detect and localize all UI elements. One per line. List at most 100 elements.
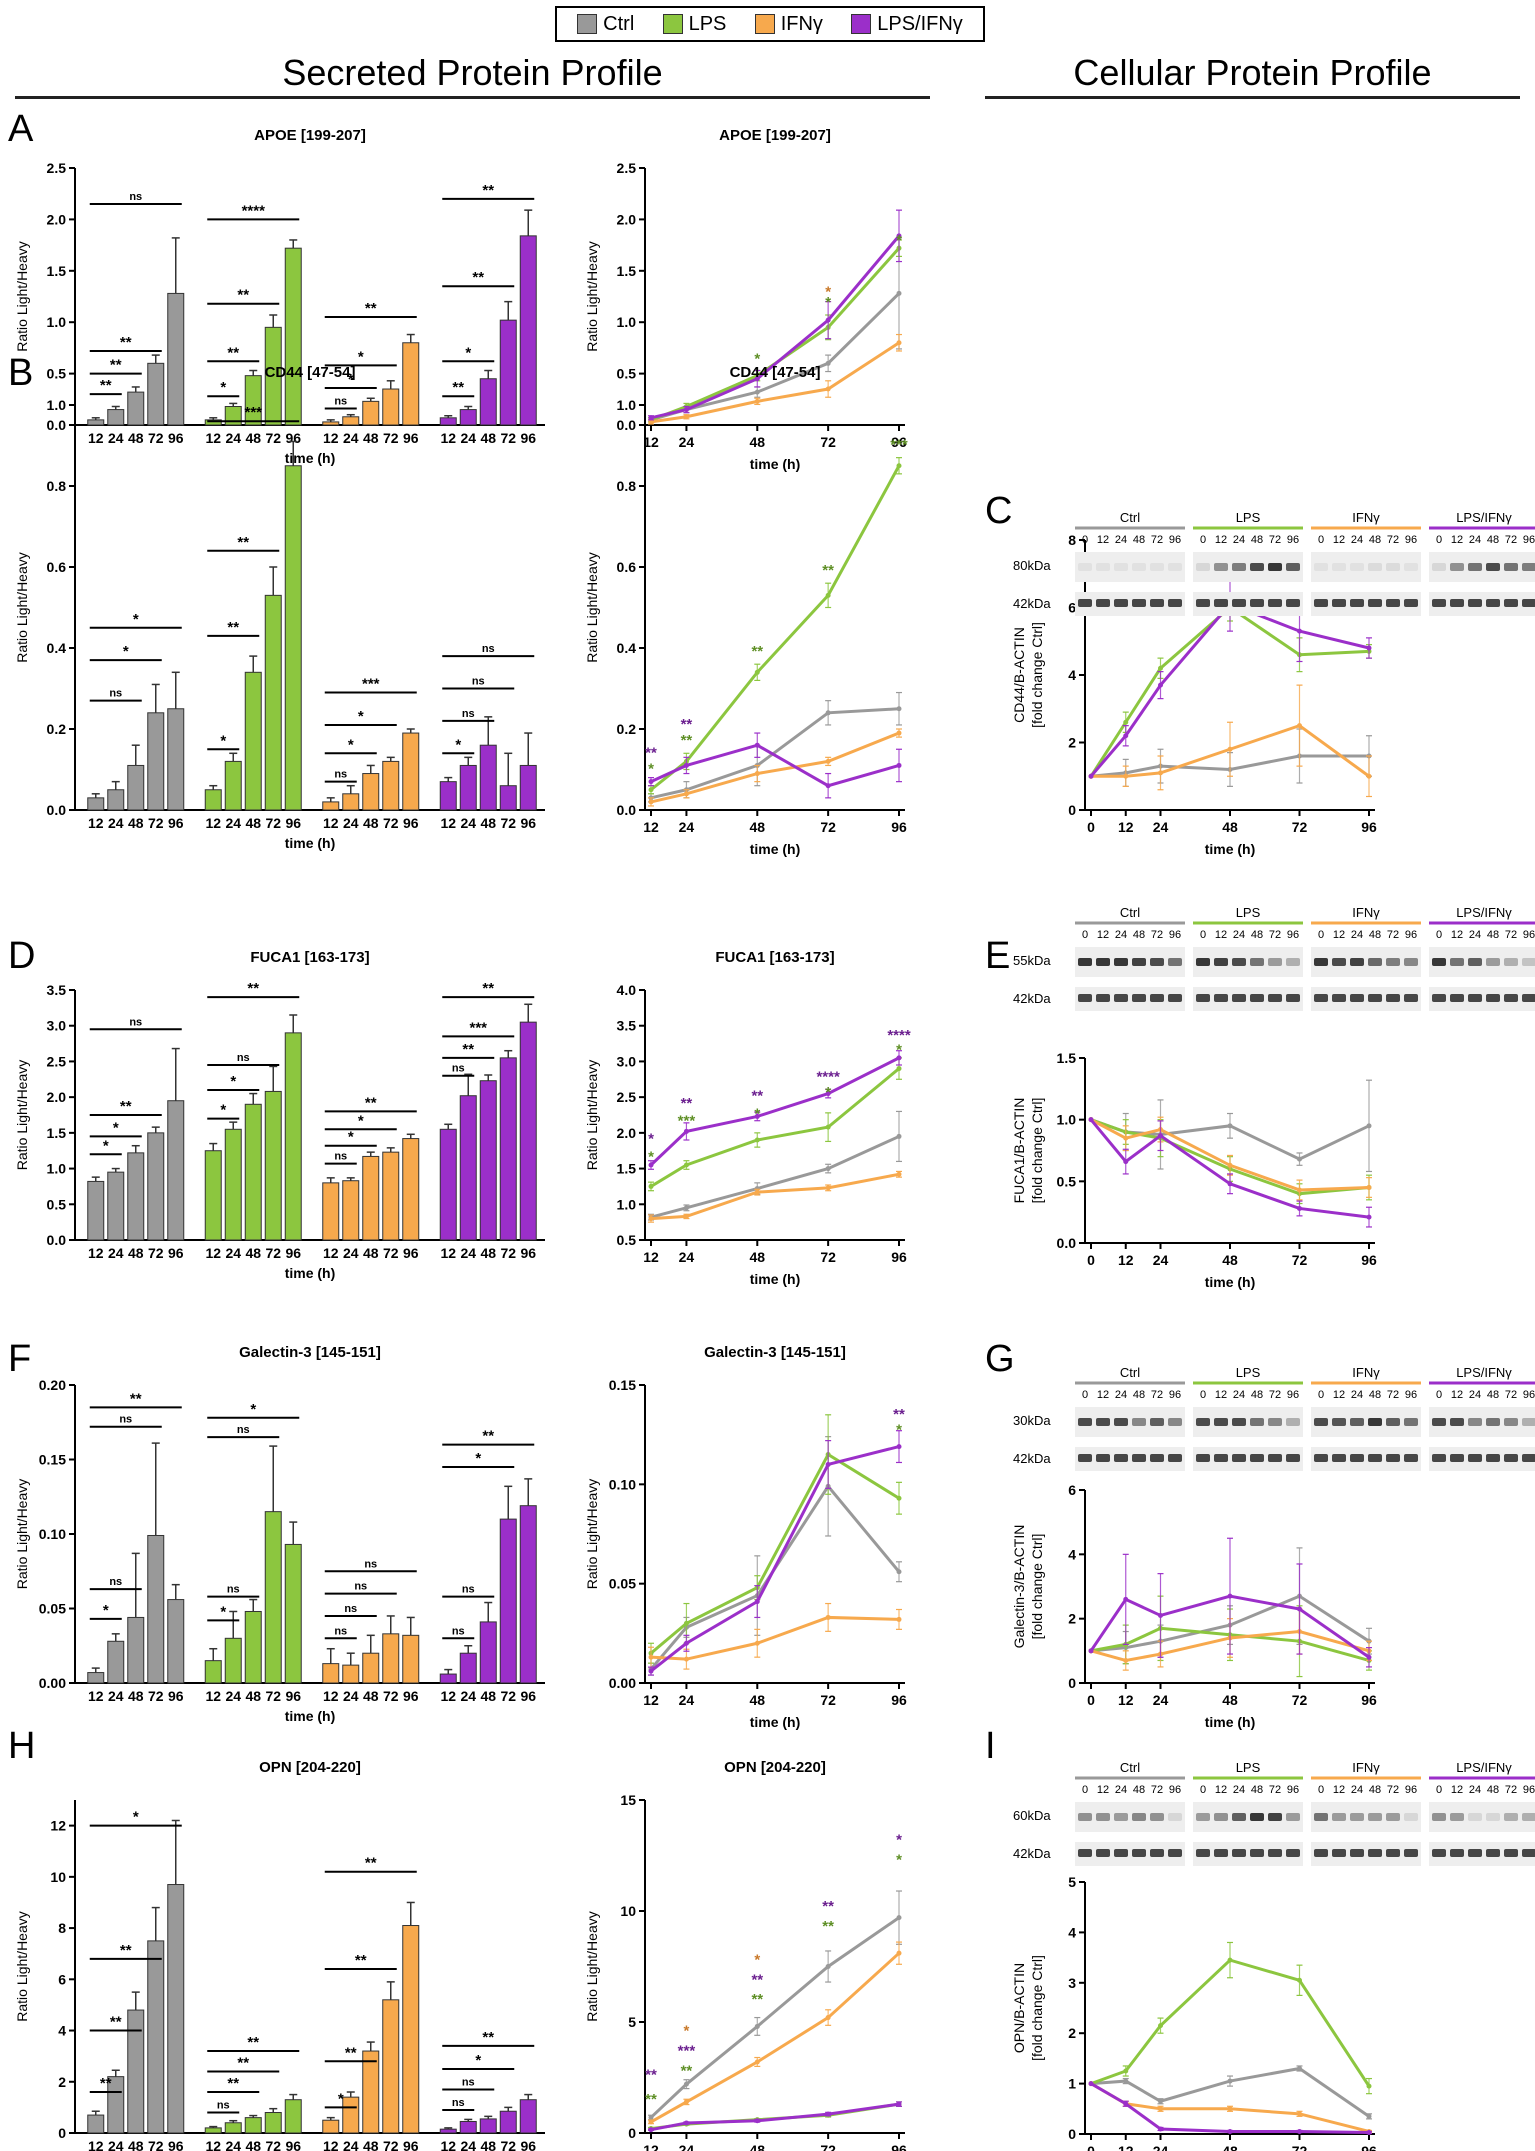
D_line-y-tick-label: 2.5: [617, 1089, 637, 1105]
chart-F_line: 0.00 0.05 0.10 0.15 Ratio Light/Heavy Galecti…: [584, 1344, 907, 1730]
blot-I-target-band: [1522, 1813, 1535, 1821]
blot-I-actin-band: [1504, 1849, 1518, 1857]
blot-G-target-band: [1168, 1418, 1182, 1426]
I_line-data-point: [1227, 2128, 1233, 2134]
F_bar-sig-label: ns: [364, 1558, 377, 1570]
E_line-x-tick-label: 12: [1118, 1252, 1134, 1268]
A_bar-x-tick-label: 24: [343, 430, 359, 446]
blot-E-lane-label: 12: [1097, 929, 1109, 941]
D_bar-bar: [499, 1057, 517, 1241]
legend-item-lps: LPS: [662, 13, 726, 36]
blot-C-actin-band: [1386, 599, 1400, 607]
F_line-title: Galectin-3 [145-151]: [704, 1344, 846, 1361]
legend-item-ctrl: Ctrl: [577, 13, 634, 36]
H_line-sig-star: **: [681, 2062, 693, 2079]
blot-C-actin-band: [1314, 599, 1328, 607]
blot-G-actin-band: [1114, 1454, 1128, 1462]
A_line-data-point: [754, 376, 760, 382]
H_bar-bar: [479, 2118, 497, 2134]
H_bar-bar: [402, 1925, 420, 2134]
A_bar-y-tick-label: 2.5: [47, 160, 67, 176]
C_line-data-point: [1123, 773, 1129, 779]
A_line-data-point: [896, 233, 902, 239]
C_line-data-point: [1123, 733, 1129, 739]
G_line-x-tick-label: 96: [1361, 1692, 1377, 1708]
chart-H_line: 0 5 10 15 Ratio Light/Heavy OPN [204-220] 12 24…: [584, 1759, 907, 2151]
panel-letter-h: H: [8, 1725, 36, 1767]
blot-G-group-label: IFNγ: [1352, 1365, 1380, 1380]
D_line-y-tick-label: 1.0: [617, 1196, 637, 1212]
blot-G-target-band: [1314, 1418, 1328, 1426]
F_line-data-point: [825, 1614, 831, 1620]
E_line-y-tick-label: 0.5: [1057, 1173, 1077, 1189]
C_line-data-point: [1297, 628, 1302, 634]
B_line-x-label: time (h): [750, 841, 801, 857]
F_line-data-point: [754, 1599, 760, 1605]
D_bar-sig-label: ns: [334, 1151, 347, 1163]
H_bar-sig-label: ns: [217, 2100, 230, 2112]
A_bar-sig-label: **: [100, 377, 112, 394]
D_bar-x-tick-label: 12: [205, 1245, 221, 1261]
blot-C-actin-band: [1196, 599, 1210, 607]
blot-I-lane-label: 72: [1151, 1784, 1163, 1796]
blot-E: 55kDa 42kDa Ctrl 0 12 24 48 72 96 LPS 0 12 24 48 72 96 I…: [1013, 905, 1535, 1011]
I_line-y-tick-label: 1: [1068, 2076, 1076, 2092]
F_bar-x-tick-label: 72: [383, 1688, 399, 1704]
blot-E-lane-label: 72: [1269, 929, 1281, 941]
F_bar-x-tick-label: 12: [88, 1688, 104, 1704]
blot-C-target-band: [1386, 563, 1400, 571]
blot-C-actin-band: [1504, 599, 1518, 607]
D_bar-y-tick-label: 0.0: [47, 1232, 67, 1248]
I_line-x-tick-label: 96: [1361, 2143, 1377, 2151]
A_bar-bar: [499, 319, 517, 426]
F_bar-y-tick-label: 0.10: [39, 1526, 66, 1542]
panel-letter-f: F: [8, 1338, 32, 1380]
blot-G-lane-label: 96: [1405, 1389, 1417, 1401]
blot-I-lane-label: 96: [1405, 1784, 1417, 1796]
B_bar-x-tick-label: 48: [363, 815, 379, 831]
I_line-data-point: [1158, 2106, 1163, 2112]
H_bar-sig-label: *: [475, 2052, 481, 2069]
blot-G-lane-label: 96: [1287, 1389, 1299, 1401]
blot-G-lane-label: 12: [1097, 1389, 1109, 1401]
blot-I-actin-band: [1250, 1849, 1264, 1857]
D_line-data-point: [648, 1183, 654, 1189]
blot-E-actin-band: [1214, 994, 1228, 1002]
blot-E-actin-band: [1168, 994, 1182, 1002]
blot-G-lane-label: 48: [1487, 1389, 1499, 1401]
blot-C-actin-band: [1350, 599, 1364, 607]
B_bar-sig-label: ns: [472, 676, 485, 688]
D_bar-x-tick-label: 48: [245, 1245, 261, 1261]
blot-C-lane-label: 72: [1269, 534, 1281, 546]
H_line-x-tick-label: 48: [749, 2142, 765, 2151]
D_bar-sig-label: **: [482, 980, 494, 997]
E_line-x-tick-label: 24: [1153, 1252, 1169, 1268]
D_line-data-point: [754, 1137, 760, 1143]
blot-G-actin-band: [1350, 1454, 1364, 1462]
blot-C-actin-band: [1486, 599, 1500, 607]
C_line-y-label: [fold change Ctrl]: [1029, 622, 1045, 728]
blot-G-lane-label: 0: [1436, 1389, 1442, 1401]
D_line-sig-star: *: [648, 1131, 654, 1148]
blot-G-actin-band: [1404, 1454, 1418, 1462]
blot-G-actin-membrane: [1075, 1447, 1185, 1471]
B_line-y-tick-label: 0.4: [617, 640, 637, 656]
B_bar-x-tick-label: 96: [403, 815, 419, 831]
D_line-y-tick-label: 4.0: [617, 982, 637, 998]
blot-C-lane-label: 72: [1387, 534, 1399, 546]
B_line-y-label: Ratio Light/Heavy: [584, 552, 600, 663]
blot-G-actin-band: [1468, 1454, 1482, 1462]
blot-I-actin-band: [1468, 1849, 1482, 1857]
A_bar-sig-label: *: [358, 348, 364, 365]
D_bar-sig-label: *: [113, 1119, 119, 1136]
B_bar-sig-label: ns: [109, 688, 122, 700]
D_bar-y-tick-label: 2.5: [47, 1053, 67, 1069]
H_bar-bar: [342, 2096, 360, 2134]
A_line-x-tick-label: 96: [891, 434, 907, 450]
B_line-y-tick-label: 0.2: [617, 721, 637, 737]
F_line-data-point: [896, 1616, 902, 1622]
G_line-y-label: Galectin-3/B-ACTIN: [1011, 1525, 1027, 1649]
legend-label-lpsifn: LPS/IFNγ: [877, 12, 963, 35]
I_line-data-point: [1158, 2126, 1163, 2132]
